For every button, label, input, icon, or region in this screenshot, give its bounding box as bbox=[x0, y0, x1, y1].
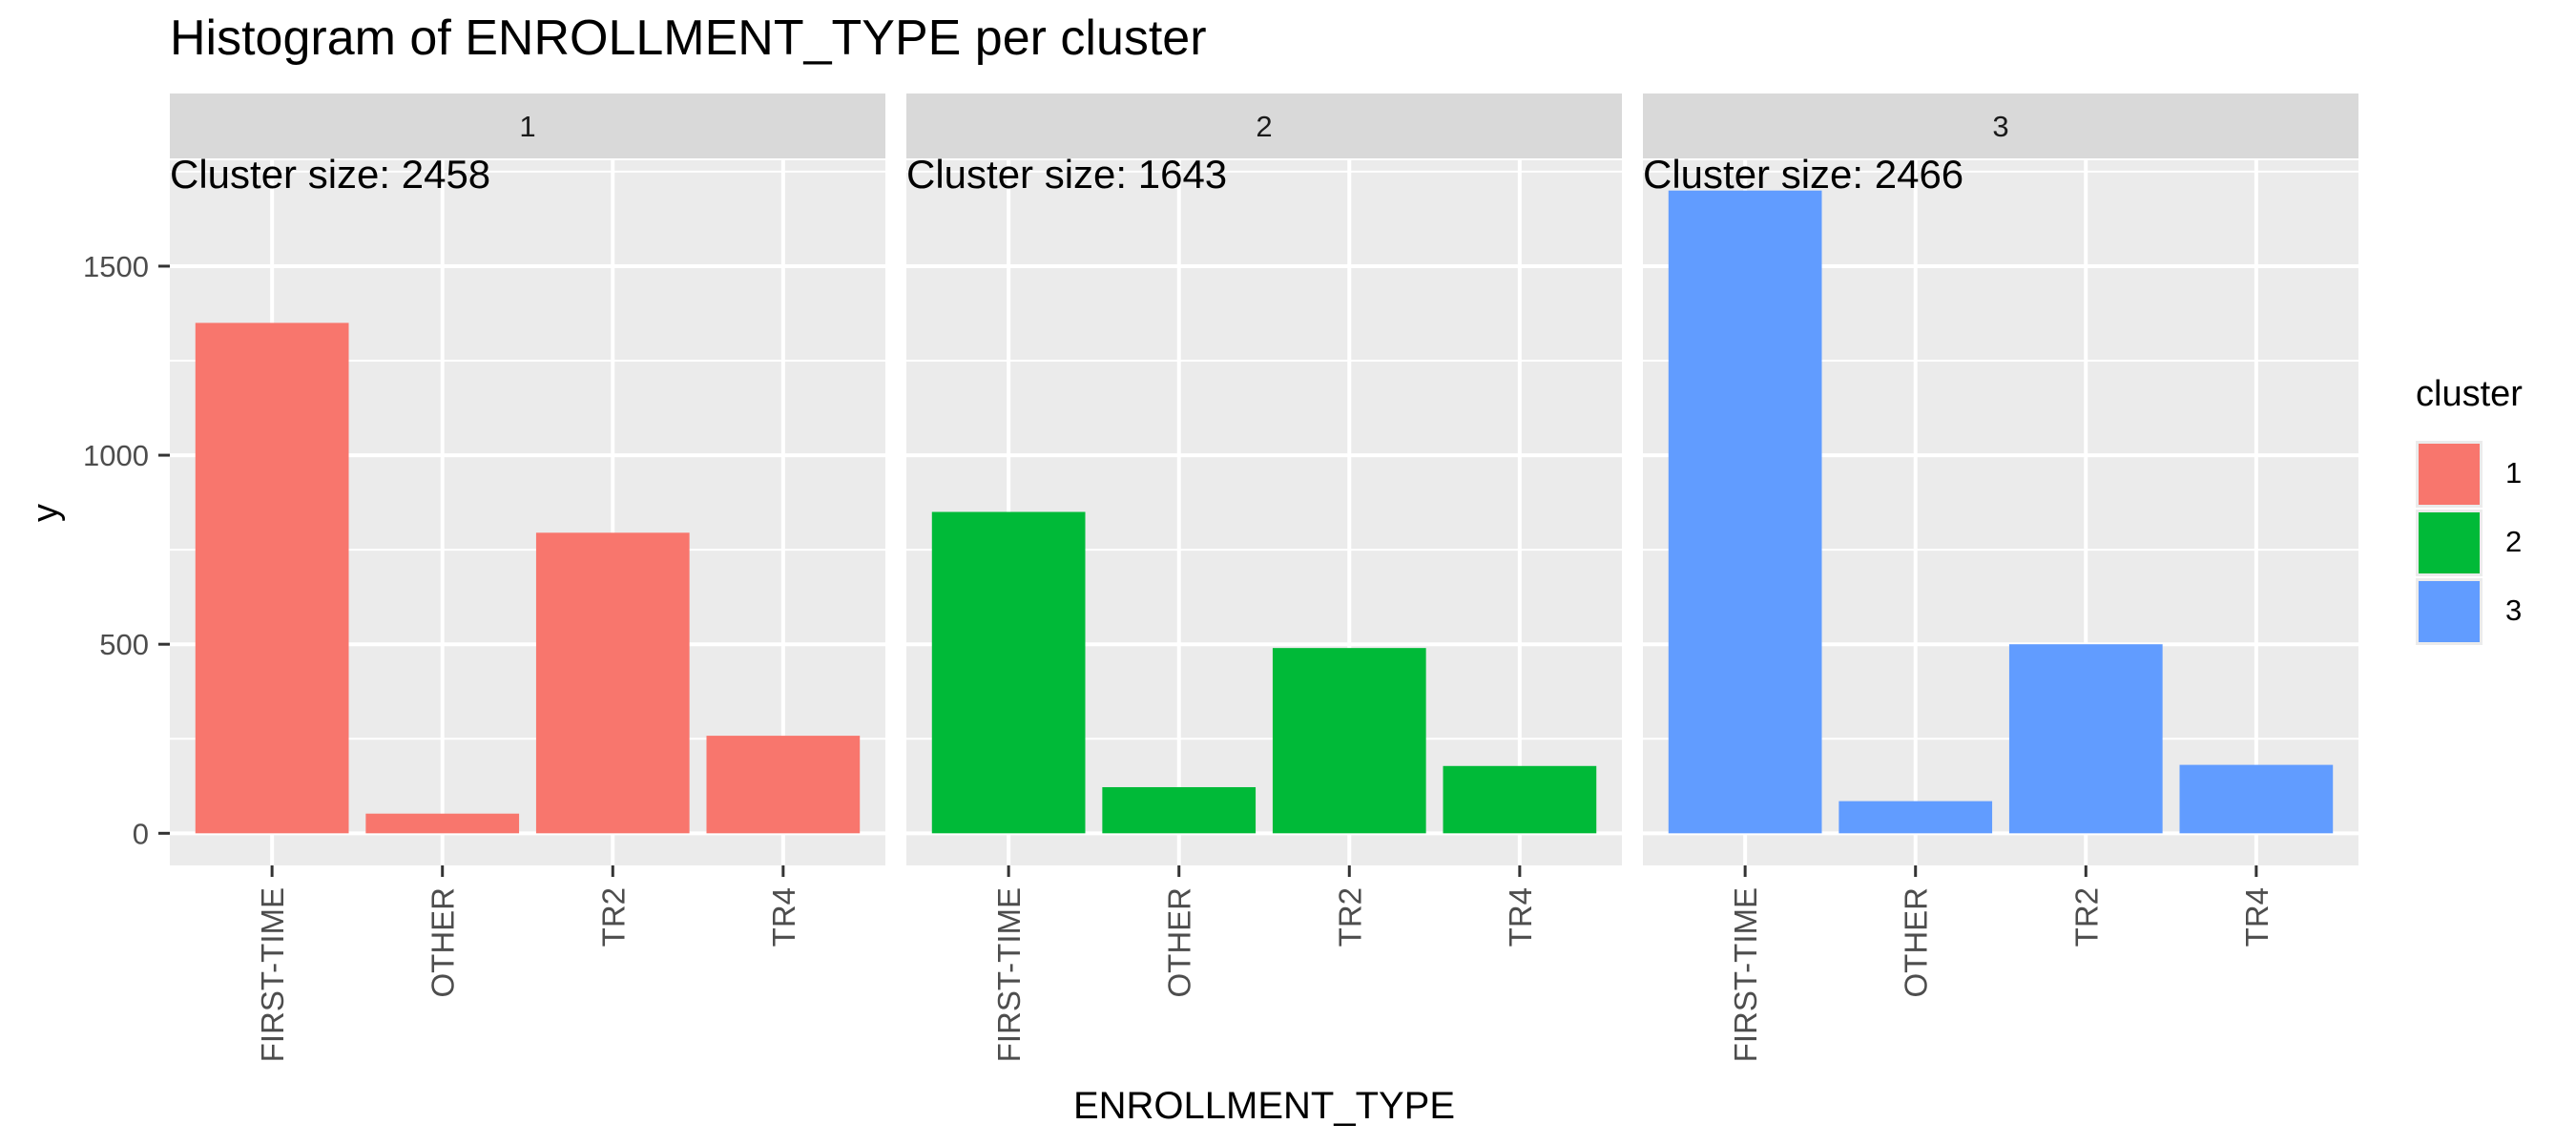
facet-strip-label-2: 2 bbox=[1256, 110, 1272, 143]
y-tick-label-3: 1500 bbox=[83, 250, 149, 283]
y-axis-label: y bbox=[26, 504, 66, 522]
x-tick-label-2-tr2: TR2 bbox=[1332, 887, 1367, 947]
legend-key-1 bbox=[2416, 441, 2483, 508]
bar-3-tr4 bbox=[2179, 764, 2334, 834]
bar-1-first-time bbox=[195, 323, 349, 834]
x-tick-label-2-other: OTHER bbox=[1162, 887, 1197, 998]
y-tick-label-0: 0 bbox=[133, 817, 149, 850]
cluster-size-annotation-2: Cluster size: 1643 bbox=[906, 152, 1227, 197]
bar-3-first-time bbox=[1668, 190, 1822, 834]
x-tick-label-3-first-time: FIRST-TIME bbox=[1728, 887, 1763, 1062]
panel-2: 2 Cluster size: 1643 FIRST-TIME OTHER TR2 TR4 bbox=[906, 94, 1622, 1062]
panel-1: 1 Cluster size: 2458 FIRST-TIME OTHER TR2 TR4 bbox=[170, 94, 885, 1062]
y-tick-label-2: 1000 bbox=[83, 439, 149, 472]
bar-2-first-time bbox=[931, 511, 1086, 834]
x-tick-label-1-first-time: FIRST-TIME bbox=[255, 887, 290, 1062]
legend-swatch-2 bbox=[2419, 512, 2480, 573]
bar-3-tr2 bbox=[2008, 644, 2163, 834]
x-tick-label-1-tr4: TR4 bbox=[766, 887, 801, 947]
x-tick-label-3-tr4: TR4 bbox=[2239, 887, 2275, 947]
legend-title: cluster bbox=[2416, 374, 2523, 414]
cluster-size-annotation-1: Cluster size: 2458 bbox=[170, 152, 490, 197]
x-axis-label: ENROLLMENT_TYPE bbox=[1073, 1085, 1455, 1127]
x-tick-label-3-other: OTHER bbox=[1899, 887, 1934, 998]
x-tick-label-1-tr2: TR2 bbox=[595, 887, 631, 947]
y-tick-label-1: 500 bbox=[99, 628, 149, 661]
facet-strip-1 bbox=[170, 94, 885, 158]
bar-1-tr4 bbox=[706, 736, 861, 834]
bar-3-other bbox=[1839, 801, 1993, 834]
bar-2-tr4 bbox=[1443, 765, 1597, 834]
legend-swatch-1 bbox=[2419, 444, 2480, 505]
x-tick-label-1-other: OTHER bbox=[426, 887, 461, 998]
x-tick-label-2-first-time: FIRST-TIME bbox=[991, 887, 1027, 1062]
panel-3: 3 Cluster size: 2466 FIRST-TIME OTHER TR2 TR4 bbox=[1643, 94, 2358, 1062]
facet-strip-label-1: 1 bbox=[519, 110, 535, 143]
chart-title: Histogram of ENROLLMENT_TYPE per cluster bbox=[170, 10, 1207, 66]
bar-1-other bbox=[365, 813, 520, 834]
legend-label-2: 2 bbox=[2505, 525, 2523, 558]
bar-2-tr2 bbox=[1272, 648, 1426, 834]
bar-2-other bbox=[1102, 786, 1257, 834]
facet-strip-label-3: 3 bbox=[1992, 110, 2008, 143]
legend-key-2 bbox=[2416, 510, 2483, 576]
facet-strip-3 bbox=[1643, 94, 2358, 158]
cluster-size-annotation-3: Cluster size: 2466 bbox=[1643, 152, 1963, 197]
legend-key-3 bbox=[2416, 578, 2483, 645]
x-tick-label-3-tr2: TR2 bbox=[2068, 887, 2104, 947]
legend-label-3: 3 bbox=[2505, 593, 2523, 627]
legend-swatch-3 bbox=[2419, 581, 2480, 642]
facet-strip-2 bbox=[906, 94, 1622, 158]
legend-label-1: 1 bbox=[2505, 456, 2523, 489]
x-tick-label-2-tr4: TR4 bbox=[1503, 887, 1538, 947]
bar-1-tr2 bbox=[535, 532, 690, 834]
